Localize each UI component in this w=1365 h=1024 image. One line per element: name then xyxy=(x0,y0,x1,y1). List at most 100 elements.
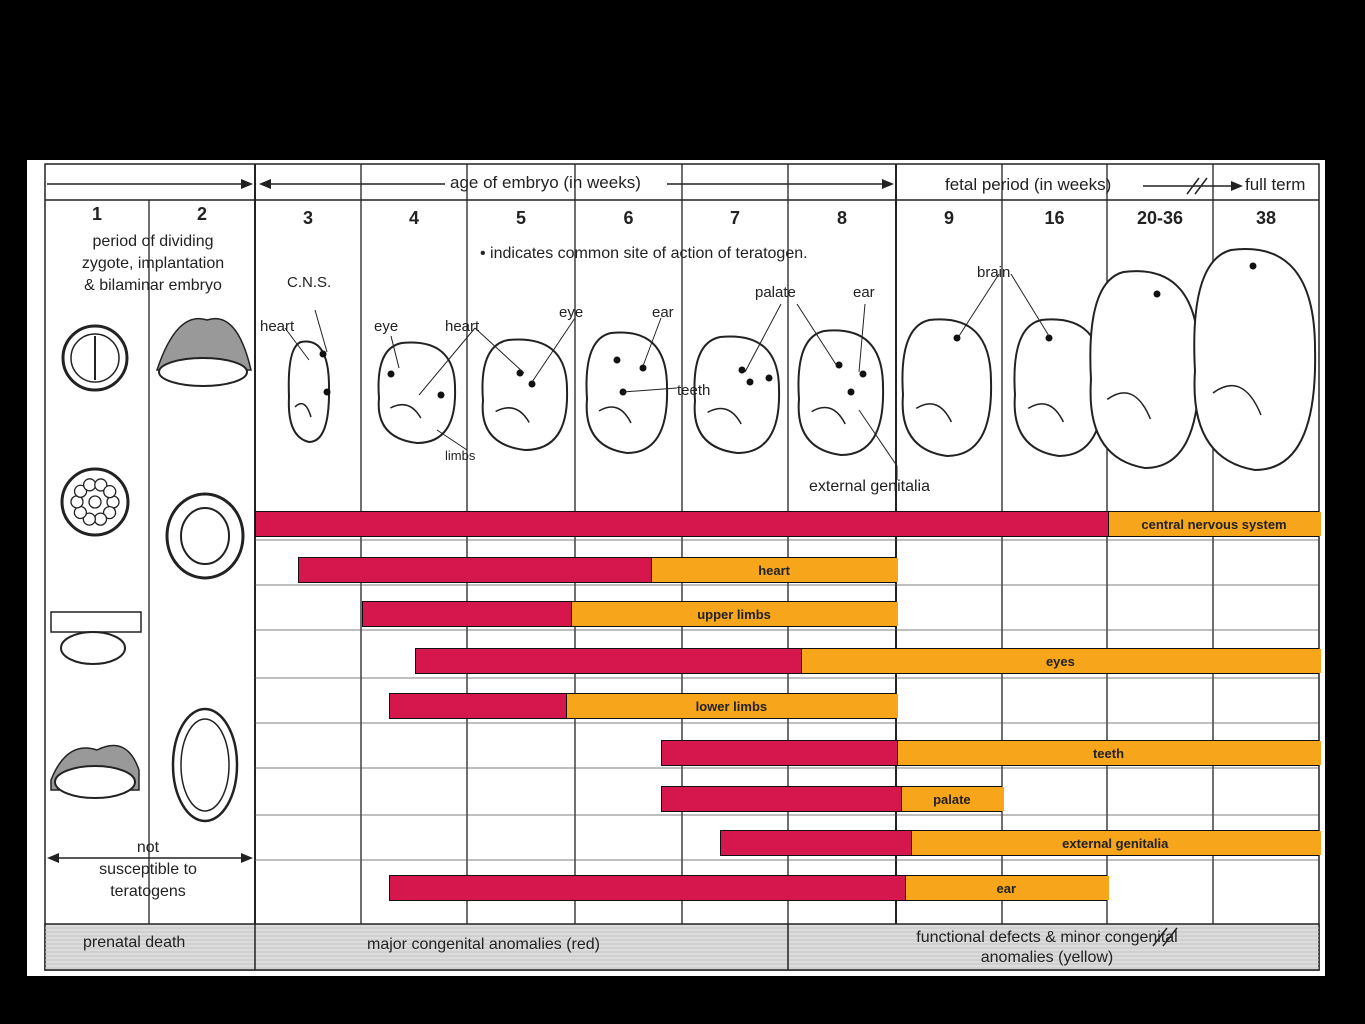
arrow-head xyxy=(241,853,253,863)
teratogen-site-dot xyxy=(516,369,524,377)
embryo-illustration xyxy=(287,340,331,444)
annotation-leader xyxy=(390,335,400,369)
teratogen-site-dot xyxy=(835,361,843,369)
major-anomaly-segment xyxy=(389,876,905,900)
ear-annotation: ear xyxy=(853,284,875,301)
note-line: zygote, implantation xyxy=(81,255,225,272)
embryo-limb xyxy=(598,406,632,424)
chorionic-sac-illustration xyxy=(180,718,230,812)
bar-label: lower limbs xyxy=(695,698,768,714)
bar-label: central nervous system xyxy=(1141,516,1287,532)
embryo-limb xyxy=(390,403,422,419)
teratogen-site-dot xyxy=(1249,262,1257,270)
teratogen-site-note: • indicates common site of action of ter… xyxy=(480,245,808,262)
week-number: 9 xyxy=(943,208,954,228)
implantation-illustration xyxy=(50,611,142,633)
note-line: susceptible to xyxy=(99,861,197,878)
morula-illustration xyxy=(94,478,108,492)
fetal-period-label: fetal period (in weeks) xyxy=(945,175,1112,194)
embryo-illustration xyxy=(481,338,569,452)
brain-annotation: brain xyxy=(977,264,1011,281)
anomaly-bar: heart xyxy=(297,557,898,583)
annotation-leader xyxy=(796,303,838,367)
embryo-illustration xyxy=(1193,248,1317,472)
bilaminar-illustration xyxy=(54,765,136,799)
minor-anomaly-segment xyxy=(571,602,898,626)
week-number: 5 xyxy=(515,208,526,228)
heart-annotation: heart xyxy=(260,318,295,335)
major-anomaly-segment xyxy=(661,787,901,811)
teratogen-site-dot xyxy=(319,350,327,358)
morula-illustration xyxy=(88,495,102,509)
anomaly-bar: ear xyxy=(388,875,1109,901)
major-anomaly-segment xyxy=(661,741,897,765)
annotation-leader xyxy=(314,309,328,353)
embryo-limb xyxy=(495,407,530,423)
week-number: 4 xyxy=(408,208,419,228)
teratogen-site-dot xyxy=(859,370,867,378)
minor-anomalies-label: functional defects & minor congenital an… xyxy=(916,929,1178,966)
annotation-leader xyxy=(642,317,662,367)
external-genitalia-annotation: external genitalia xyxy=(809,478,930,495)
break-mark xyxy=(1186,177,1200,195)
chart-grid xyxy=(44,163,1320,971)
annotation-leader xyxy=(744,303,782,373)
eye-annotation: eye xyxy=(374,318,399,335)
morula-illustration xyxy=(82,478,97,492)
minor-anomaly-segment xyxy=(910,831,1321,855)
annotation-leader xyxy=(858,409,898,467)
minor-anomaly-segment xyxy=(900,787,1004,811)
teratogen-site-dot xyxy=(528,380,536,388)
teratogen-site-dot xyxy=(738,366,746,374)
embryo-illustration xyxy=(693,335,781,455)
morula-illustration xyxy=(93,512,108,526)
teratogen-site-dot xyxy=(746,378,754,386)
teratogen-site-dot xyxy=(387,370,395,378)
eye-annotation: eye xyxy=(559,304,584,321)
embryo-limb xyxy=(811,406,846,425)
week-number: 3 xyxy=(302,208,313,228)
morula-illustration xyxy=(82,512,97,526)
dividing-zygote-note: period of dividing zygote, implantation … xyxy=(73,231,233,297)
minor-anomaly-segment xyxy=(800,649,1321,673)
minor-anomaly-segment xyxy=(904,876,1109,900)
embryo-limb xyxy=(294,402,312,418)
teratogen-site-dot xyxy=(847,388,855,396)
week-number: 2 xyxy=(196,204,207,224)
week-number: 7 xyxy=(729,208,740,228)
teratogen-site-dot xyxy=(953,334,961,342)
bar-label: external genitalia xyxy=(1062,835,1169,851)
anomaly-bar: external genitalia xyxy=(719,830,1321,856)
embryo-limb xyxy=(915,403,953,423)
teratogen-site-dot xyxy=(437,391,445,399)
bar-label: palate xyxy=(933,791,971,807)
week-number: 8 xyxy=(836,208,847,228)
anomaly-bar: lower limbs xyxy=(388,693,898,719)
prenatal-death-label: prenatal death xyxy=(83,934,186,951)
annotation-leader xyxy=(531,317,576,383)
annotation-leader xyxy=(958,273,1000,337)
embryo-limb xyxy=(1212,384,1262,416)
teratogen-chart: age of embryo (in weeks) fetal period (i… xyxy=(27,160,1325,976)
ear-annotation: ear xyxy=(652,304,674,321)
arrow-head xyxy=(47,853,59,863)
major-anomaly-segment xyxy=(416,649,801,673)
minor-anomaly-segment xyxy=(565,694,898,718)
note-line: teratogens xyxy=(110,883,186,900)
arrow-head xyxy=(882,179,894,189)
not-susceptible-note: not susceptible to teratogens xyxy=(83,837,213,903)
heart-annotation: heart xyxy=(445,318,480,335)
annotation-leader xyxy=(1010,273,1050,337)
minor-anomaly-segment xyxy=(651,558,898,582)
annotation-leader xyxy=(474,327,525,374)
week-number: 16 xyxy=(1044,208,1065,228)
anomaly-bar: upper limbs xyxy=(361,601,898,627)
full-term-label: full term xyxy=(1245,175,1306,194)
limbs-annotation: limbs xyxy=(445,448,476,463)
major-anomaly-segment xyxy=(256,512,1108,536)
bar-label: eyes xyxy=(1045,653,1075,669)
major-anomaly-segment xyxy=(362,602,572,626)
annotation-leader xyxy=(284,327,310,361)
embryo-illustration xyxy=(1089,270,1201,470)
morula-illustration xyxy=(102,505,117,520)
